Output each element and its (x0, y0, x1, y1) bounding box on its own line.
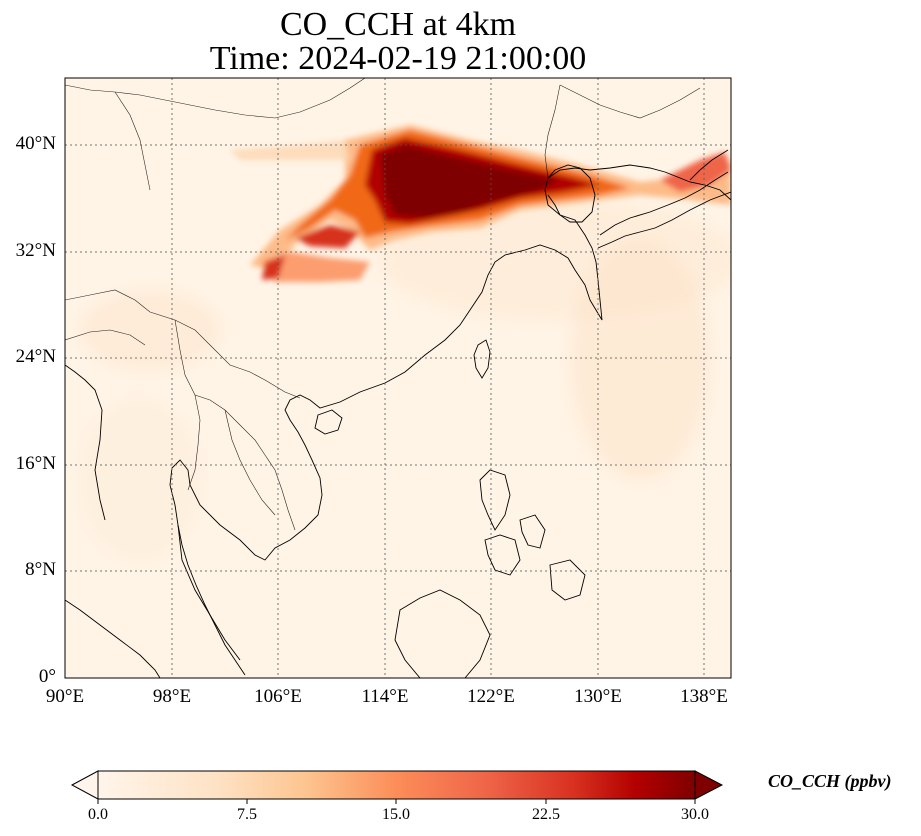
colorbar-extend-high (694, 770, 724, 800)
lat-label-8n: 8°N (25, 559, 56, 580)
colorbar-tick-30: 30.0 (681, 806, 709, 823)
lat-label-16n: 16°N (15, 453, 56, 474)
lat-label-32n: 32°N (15, 240, 56, 261)
lat-label-0: 0° (38, 666, 56, 687)
map-title-line2: Time: 2024-02-19 21:00:00 (209, 40, 587, 77)
co-background-haze (80, 200, 731, 560)
lon-label-130e: 130°E (574, 686, 622, 707)
gridlines (65, 78, 731, 678)
colorbar-tick-22-5: 22.5 (532, 806, 560, 823)
colorbar-tick-7-5: 7.5 (237, 806, 257, 823)
colorbar-extend-low (70, 770, 99, 800)
colorbar-gradient (98, 771, 695, 799)
lat-label-40n: 40°N (15, 133, 56, 154)
lon-label-122e: 122°E (467, 686, 515, 707)
country-borders (65, 78, 701, 531)
lon-label-106e: 106°E (254, 686, 302, 707)
colorbar-label: CO_CCH (ppbv) (768, 771, 892, 791)
colorbar-tick-0: 0.0 (88, 806, 108, 823)
map-title-line1: CO_CCH at 4km (279, 6, 517, 43)
lon-label-114e: 114°E (361, 686, 409, 707)
map-frame (64, 77, 732, 679)
lon-label-138e: 138°E (680, 686, 728, 707)
lon-label-98e: 98°E (152, 686, 192, 707)
lat-label-24n: 24°N (15, 346, 56, 367)
colorbar (70, 770, 724, 804)
colorbar-tick-15: 15.0 (382, 806, 410, 823)
co-plume (230, 125, 731, 282)
lon-label-90e: 90°E (45, 686, 85, 707)
coastlines (65, 149, 731, 678)
